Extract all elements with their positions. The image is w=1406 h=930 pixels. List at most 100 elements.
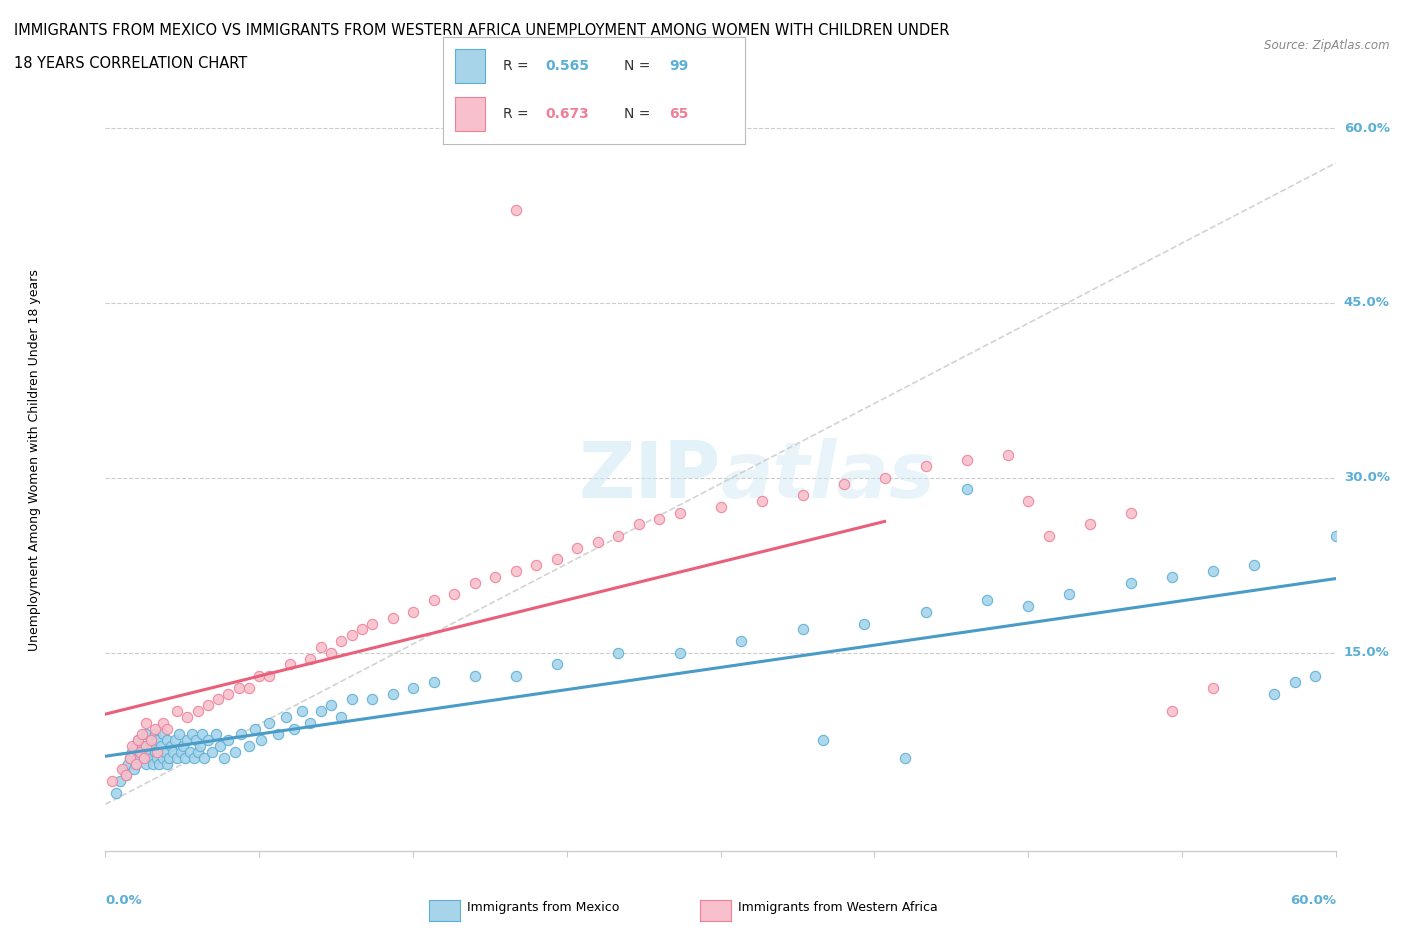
Point xyxy=(172,738,194,753)
Point xyxy=(143,727,166,742)
Point xyxy=(193,751,215,765)
FancyBboxPatch shape xyxy=(456,97,485,131)
Point xyxy=(283,721,305,736)
Point xyxy=(179,744,201,759)
Point xyxy=(121,744,143,759)
Point xyxy=(228,680,250,695)
Point xyxy=(134,751,156,765)
Point xyxy=(214,751,236,765)
Point xyxy=(586,535,609,550)
Point xyxy=(319,645,342,660)
Point xyxy=(142,756,165,771)
Point xyxy=(1017,599,1039,614)
Point xyxy=(381,610,404,625)
Point xyxy=(309,704,332,719)
Point xyxy=(183,751,205,765)
Text: atlas: atlas xyxy=(721,438,935,514)
Text: 65: 65 xyxy=(669,107,689,121)
Point xyxy=(145,751,167,765)
Text: Immigrants from Western Africa: Immigrants from Western Africa xyxy=(738,901,938,914)
Point xyxy=(914,604,936,619)
Point xyxy=(443,587,465,602)
Point xyxy=(138,744,160,759)
Point xyxy=(340,628,363,643)
Text: ZIP: ZIP xyxy=(578,438,721,514)
Point xyxy=(149,738,172,753)
Point xyxy=(205,727,228,742)
Point xyxy=(238,738,260,753)
Point xyxy=(100,774,122,789)
Point xyxy=(668,505,690,520)
Point xyxy=(129,744,152,759)
Point xyxy=(319,698,342,712)
Text: 0.565: 0.565 xyxy=(546,60,589,73)
Point xyxy=(1202,564,1225,578)
Point xyxy=(209,738,232,753)
Point xyxy=(1243,558,1265,573)
Point xyxy=(648,512,671,526)
Point xyxy=(121,738,143,753)
Point xyxy=(143,744,166,759)
Point xyxy=(157,751,180,765)
Text: 0.0%: 0.0% xyxy=(105,894,142,907)
Point xyxy=(792,488,814,503)
Point xyxy=(180,727,202,742)
Point xyxy=(142,738,165,753)
Point xyxy=(330,710,353,724)
Point xyxy=(1017,494,1039,509)
Point xyxy=(524,558,547,573)
Point xyxy=(120,751,141,765)
Point xyxy=(361,692,384,707)
Point xyxy=(135,756,157,771)
Point xyxy=(914,458,936,473)
Point xyxy=(243,721,266,736)
Point xyxy=(505,669,527,684)
Point xyxy=(1160,569,1182,584)
Point xyxy=(730,633,752,648)
Point xyxy=(125,756,148,771)
Point xyxy=(170,744,193,759)
Point xyxy=(122,762,145,777)
Point xyxy=(187,744,209,759)
Point xyxy=(1119,505,1142,520)
Point xyxy=(174,751,197,765)
Point xyxy=(207,692,229,707)
Point xyxy=(125,738,148,753)
Point xyxy=(139,733,162,748)
Point xyxy=(218,733,240,748)
Point xyxy=(299,651,322,666)
Point xyxy=(607,645,630,660)
Point xyxy=(127,733,149,748)
Text: N =: N = xyxy=(624,107,655,121)
Point xyxy=(464,669,486,684)
Point xyxy=(156,721,179,736)
Point xyxy=(976,592,998,607)
Point xyxy=(229,727,252,742)
Point xyxy=(340,692,363,707)
Point xyxy=(811,733,834,748)
Point xyxy=(129,744,152,759)
Point xyxy=(873,471,896,485)
Point xyxy=(152,751,174,765)
Point xyxy=(607,528,630,543)
Point xyxy=(751,494,773,509)
Point xyxy=(152,727,174,742)
Point xyxy=(309,640,332,655)
Point xyxy=(162,744,184,759)
Point xyxy=(197,698,219,712)
Text: N =: N = xyxy=(624,60,655,73)
Point xyxy=(115,768,138,783)
Point xyxy=(464,576,486,591)
Point xyxy=(148,756,170,771)
Point xyxy=(156,756,179,771)
Point xyxy=(197,733,219,748)
Point xyxy=(546,552,568,567)
Text: 15.0%: 15.0% xyxy=(1344,646,1389,659)
Point xyxy=(139,733,162,748)
Point xyxy=(247,669,270,684)
Point xyxy=(145,744,167,759)
Point xyxy=(135,738,157,753)
Point xyxy=(1303,669,1326,684)
Point xyxy=(853,617,876,631)
Point xyxy=(112,762,135,777)
